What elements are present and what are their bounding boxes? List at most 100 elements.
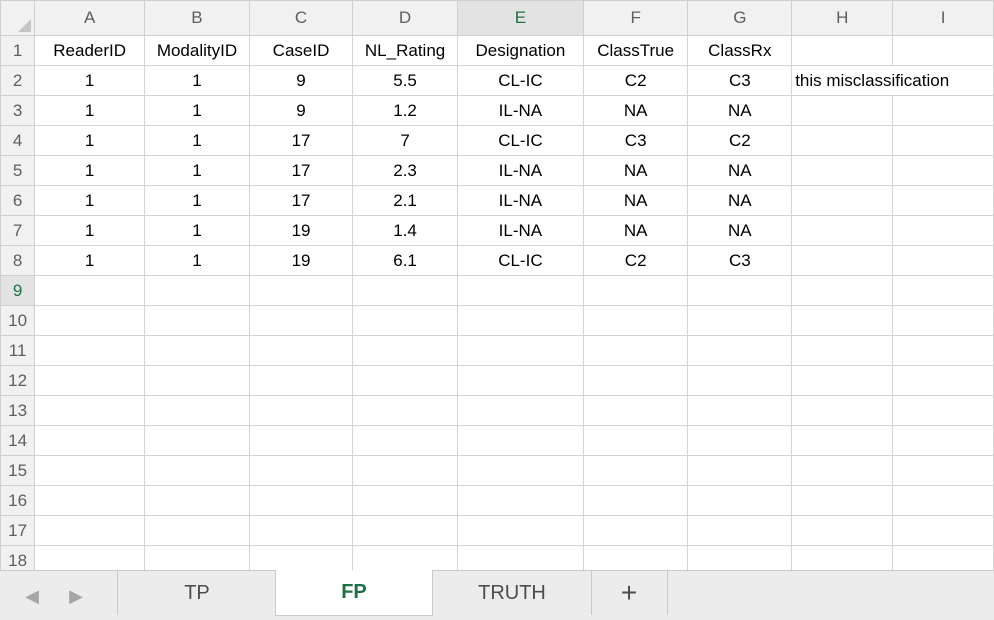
cell-c9[interactable]: [248, 275, 354, 306]
cell-i7[interactable]: [892, 215, 994, 246]
cell-c6[interactable]: 17: [248, 185, 354, 216]
cell-e13[interactable]: [456, 395, 584, 426]
cell-h17[interactable]: [791, 515, 894, 546]
column-header-b[interactable]: B: [144, 0, 250, 36]
cell-b4[interactable]: 1: [144, 125, 250, 156]
row-header[interactable]: 3: [0, 95, 36, 126]
cell-i11[interactable]: [892, 335, 994, 366]
cell-f16[interactable]: [582, 485, 689, 516]
cell-a7[interactable]: 1: [34, 215, 146, 246]
cell-e6[interactable]: IL-NA: [456, 185, 584, 216]
cell-f7[interactable]: NA: [582, 215, 689, 246]
cell-d3[interactable]: 1.2: [352, 95, 458, 126]
cell-a10[interactable]: [34, 305, 146, 336]
cell-d14[interactable]: [352, 425, 458, 456]
cell-f17[interactable]: [582, 515, 689, 546]
column-header-c[interactable]: C: [248, 0, 354, 36]
cell-g11[interactable]: [687, 335, 793, 366]
row-header[interactable]: 5: [0, 155, 36, 186]
row-header[interactable]: 18: [0, 545, 36, 570]
cell-d7[interactable]: 1.4: [352, 215, 458, 246]
cell-e2[interactable]: CL-IC: [456, 65, 584, 96]
cell-b3[interactable]: 1: [144, 95, 250, 126]
cell-b11[interactable]: [144, 335, 250, 366]
column-header-d[interactable]: D: [352, 0, 458, 36]
cell-f2[interactable]: C2: [582, 65, 689, 96]
cell-e8[interactable]: CL-IC: [456, 245, 584, 276]
cell-a18[interactable]: [34, 545, 146, 570]
row-header[interactable]: 2: [0, 65, 36, 96]
column-header-f[interactable]: F: [582, 0, 689, 36]
cell-b16[interactable]: [144, 485, 250, 516]
cell-i9[interactable]: [892, 275, 994, 306]
cell-b14[interactable]: [144, 425, 250, 456]
cell-h1[interactable]: [791, 35, 894, 66]
cell-c2[interactable]: 9: [248, 65, 354, 96]
cell-a16[interactable]: [34, 485, 146, 516]
row-header[interactable]: 17: [0, 515, 36, 546]
row-header[interactable]: 9: [0, 275, 36, 306]
cell-h2[interactable]: this misclassification: [791, 65, 949, 96]
cell-d9[interactable]: [352, 275, 458, 306]
row-header[interactable]: 10: [0, 305, 36, 336]
cell-f12[interactable]: [582, 365, 689, 396]
cell-h7[interactable]: [791, 215, 894, 246]
cell-e5[interactable]: IL-NA: [456, 155, 584, 186]
cell-g7[interactable]: NA: [687, 215, 793, 246]
cell-f3[interactable]: NA: [582, 95, 689, 126]
cell-e1[interactable]: Designation: [456, 35, 584, 66]
cell-h4[interactable]: [791, 125, 894, 156]
cell-f11[interactable]: [582, 335, 689, 366]
row-header[interactable]: 15: [0, 455, 36, 486]
cell-i5[interactable]: [892, 155, 994, 186]
cell-g12[interactable]: [687, 365, 793, 396]
cell-i16[interactable]: [892, 485, 994, 516]
cell-g1[interactable]: ClassRx: [687, 35, 793, 66]
cell-c4[interactable]: 17: [248, 125, 354, 156]
cell-h3[interactable]: [791, 95, 894, 126]
cell-a3[interactable]: 1: [34, 95, 146, 126]
cell-d5[interactable]: 2.3: [352, 155, 458, 186]
row-header[interactable]: 11: [0, 335, 36, 366]
cell-f6[interactable]: NA: [582, 185, 689, 216]
cell-e7[interactable]: IL-NA: [456, 215, 584, 246]
column-header-g[interactable]: G: [687, 0, 793, 36]
cell-d10[interactable]: [352, 305, 458, 336]
next-sheet-icon[interactable]: ▶: [69, 586, 83, 606]
cell-a8[interactable]: 1: [34, 245, 146, 276]
cell-g16[interactable]: [687, 485, 793, 516]
cell-i13[interactable]: [892, 395, 994, 426]
cell-d15[interactable]: [352, 455, 458, 486]
cell-c5[interactable]: 17: [248, 155, 354, 186]
cell-a5[interactable]: 1: [34, 155, 146, 186]
cell-h9[interactable]: [791, 275, 894, 306]
cell-e18[interactable]: [456, 545, 584, 570]
cell-c12[interactable]: [248, 365, 354, 396]
cell-f4[interactable]: C3: [582, 125, 689, 156]
cell-i10[interactable]: [892, 305, 994, 336]
cell-b10[interactable]: [144, 305, 250, 336]
cell-b8[interactable]: 1: [144, 245, 250, 276]
cell-c15[interactable]: [248, 455, 354, 486]
cell-a11[interactable]: [34, 335, 146, 366]
cell-g17[interactable]: [687, 515, 793, 546]
cell-c11[interactable]: [248, 335, 354, 366]
cell-f14[interactable]: [582, 425, 689, 456]
cell-b9[interactable]: [144, 275, 250, 306]
cell-f15[interactable]: [582, 455, 689, 486]
column-header-i[interactable]: I: [892, 0, 994, 36]
cell-i17[interactable]: [892, 515, 994, 546]
cell-f18[interactable]: [582, 545, 689, 570]
cell-a1[interactable]: ReaderID: [34, 35, 146, 66]
cell-h18[interactable]: [791, 545, 894, 570]
cell-c3[interactable]: 9: [248, 95, 354, 126]
cell-g14[interactable]: [687, 425, 793, 456]
tab-truth[interactable]: TRUTH: [478, 582, 546, 604]
cell-b1[interactable]: ModalityID: [144, 35, 250, 66]
row-header[interactable]: 8: [0, 245, 36, 276]
cell-a15[interactable]: [34, 455, 146, 486]
cell-b6[interactable]: 1: [144, 185, 250, 216]
cell-h14[interactable]: [791, 425, 894, 456]
cell-i6[interactable]: [892, 185, 994, 216]
tab-tp[interactable]: TP: [184, 582, 210, 604]
